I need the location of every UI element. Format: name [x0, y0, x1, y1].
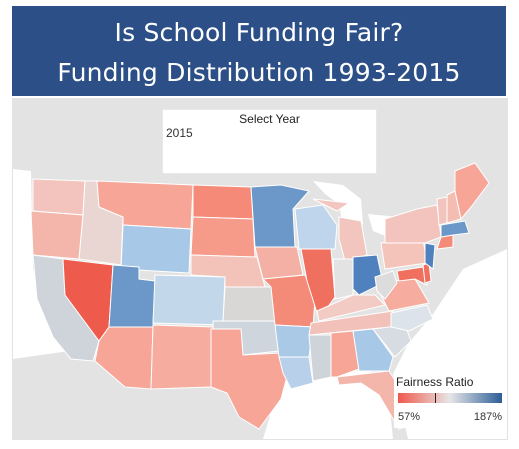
state-wi[interactable]	[294, 204, 338, 250]
dashboard-subtitle: Funding Distribution 1993-2015	[57, 58, 461, 87]
year-filter[interactable]: Select Year 2015	[162, 109, 377, 174]
state-tx[interactable]	[210, 328, 290, 430]
year-filter-value[interactable]: 2015	[166, 126, 193, 140]
state-wv[interactable]	[374, 270, 398, 300]
state-nc[interactable]	[390, 304, 434, 332]
state-vt[interactable]	[436, 196, 448, 226]
dashboard-title: Is School Funding Fair?	[114, 18, 404, 47]
state-ar[interactable]	[274, 324, 314, 358]
state-md[interactable]	[396, 266, 428, 286]
state-sd[interactable]	[190, 216, 256, 258]
state-nj[interactable]	[424, 242, 436, 270]
legend-gradient-bar	[398, 393, 502, 403]
year-filter-label: Select Year	[239, 112, 300, 126]
state-ma[interactable]	[440, 220, 470, 238]
state-me[interactable]	[454, 162, 490, 221]
state-ky[interactable]	[316, 294, 386, 322]
state-la[interactable]	[278, 356, 314, 390]
title-banner: Is School Funding Fair? Funding Distribu…	[12, 6, 506, 96]
state-wy[interactable]	[120, 224, 192, 274]
state-ms[interactable]	[308, 334, 332, 382]
state-in[interactable]	[332, 258, 354, 300]
state-oh[interactable]	[352, 254, 384, 296]
state-nm[interactable]	[150, 324, 214, 390]
legend-max-label: 187%	[473, 411, 502, 423]
ocean-pacific	[13, 169, 83, 359]
state-co[interactable]	[152, 274, 226, 326]
state-ks[interactable]	[222, 286, 276, 322]
legend-title: Fairness Ratio	[396, 375, 474, 389]
state-ga[interactable]	[352, 328, 394, 372]
state-wa[interactable]	[32, 178, 86, 216]
state-or[interactable]	[30, 210, 84, 260]
legend-min-label: 57%	[398, 411, 421, 423]
color-legend: Fairness Ratio 57% 187%	[394, 373, 506, 428]
state-ia[interactable]	[254, 246, 304, 280]
state-nd[interactable]	[192, 184, 254, 220]
us-map[interactable]	[13, 99, 507, 439]
legend-midpoint-tick	[435, 393, 436, 403]
state-al[interactable]	[330, 330, 360, 378]
